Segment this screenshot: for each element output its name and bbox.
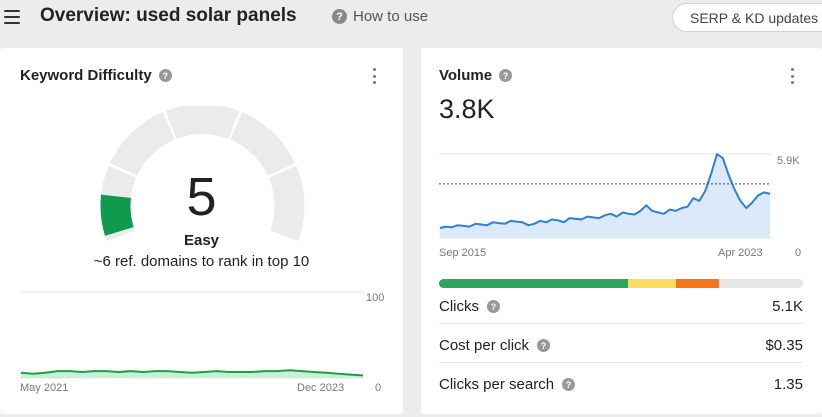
metric-value-clicks-per-search: 1.35 <box>773 376 803 393</box>
kd-trend-chart <box>20 291 364 379</box>
bar-segment <box>719 279 803 288</box>
gauge-segment <box>165 106 240 139</box>
volume-y-min-label: 0 <box>795 247 802 259</box>
hamburger-icon[interactable] <box>4 10 20 24</box>
volume-y-max-label: 5.9K <box>777 155 800 167</box>
clicks-distribution-bar <box>439 279 803 288</box>
bar-segment <box>675 279 720 288</box>
metric-label-clicks-per-search: Clicks per search <box>439 376 555 393</box>
clicks-per-search-help-icon[interactable]: ? <box>562 378 576 391</box>
divider <box>439 323 803 324</box>
metric-value-cpc: $0.35 <box>765 337 803 354</box>
kd-card-header: Keyword Difficulty ? <box>20 67 172 84</box>
gauge-segment <box>109 111 175 176</box>
metric-label-cpc: Cost per click <box>439 337 530 354</box>
bar-segment <box>628 279 676 288</box>
kd-x-end-label: Dec 2023 <box>297 382 345 394</box>
volume-x-start-label: Sep 2015 <box>439 247 487 259</box>
kd-x-start-label: May 2021 <box>20 382 69 394</box>
volume-card-title: Volume <box>439 67 493 84</box>
clicks-help-icon[interactable]: ? <box>487 300 500 313</box>
volume-x-end-label: Apr 2023 <box>718 247 763 259</box>
page-title: Overview: used solar panels <box>40 5 297 26</box>
kd-y-max-label: 100 <box>366 292 385 304</box>
question-icon: ? <box>332 9 347 24</box>
divider <box>439 362 803 363</box>
trend-line <box>20 369 364 377</box>
volume-more-icon[interactable] <box>791 68 795 84</box>
keyword-difficulty-card: Keyword Difficulty ? 5 Easy ~6 ref. doma… <box>0 48 403 414</box>
kd-help-icon[interactable]: ? <box>158 69 172 82</box>
volume-help-icon[interactable]: ? <box>499 69 513 82</box>
volume-trend-chart <box>439 153 771 239</box>
kd-note: ~6 ref. domains to rank in top 10 <box>93 253 310 270</box>
kd-gauge <box>100 106 305 241</box>
trend-area <box>21 370 363 378</box>
gauge-fill <box>100 194 134 236</box>
trend-area <box>440 154 770 238</box>
volume-card-header: Volume ? <box>439 67 513 84</box>
bar-segment <box>439 279 629 288</box>
metric-value-clicks: 5.1K <box>772 298 803 315</box>
gauge-segment <box>268 165 305 241</box>
kd-level: Easy <box>183 232 220 249</box>
metric-row-clicks-per-search: Clicks per search? 1.35 <box>439 376 803 393</box>
metric-row-cpc: Cost per click? $0.35 <box>439 337 803 354</box>
top-bar: Overview: used solar panels ? How to use… <box>0 0 822 36</box>
cpc-help-icon[interactable]: ? <box>537 339 551 352</box>
serp-kd-updates-button[interactable]: SERP & KD updates <box>672 3 822 32</box>
kd-y-min-label: 0 <box>375 382 382 394</box>
kd-card-title: Keyword Difficulty <box>20 67 152 84</box>
kd-score: 5 <box>186 167 217 227</box>
gauge-segment <box>230 111 296 176</box>
how-to-use-link[interactable]: ? How to use <box>332 8 428 25</box>
volume-value: 3.8K <box>439 94 495 124</box>
trend-line <box>439 153 771 229</box>
metric-row-clicks: Clicks? 5.1K <box>439 298 803 315</box>
kd-more-icon[interactable] <box>373 68 377 84</box>
volume-card: Volume ? 3.8K 5.9K 0 Sep 2015 Apr 2023 C… <box>421 48 822 414</box>
how-to-use-label: How to use <box>353 8 429 25</box>
metric-label-clicks: Clicks <box>439 298 479 315</box>
